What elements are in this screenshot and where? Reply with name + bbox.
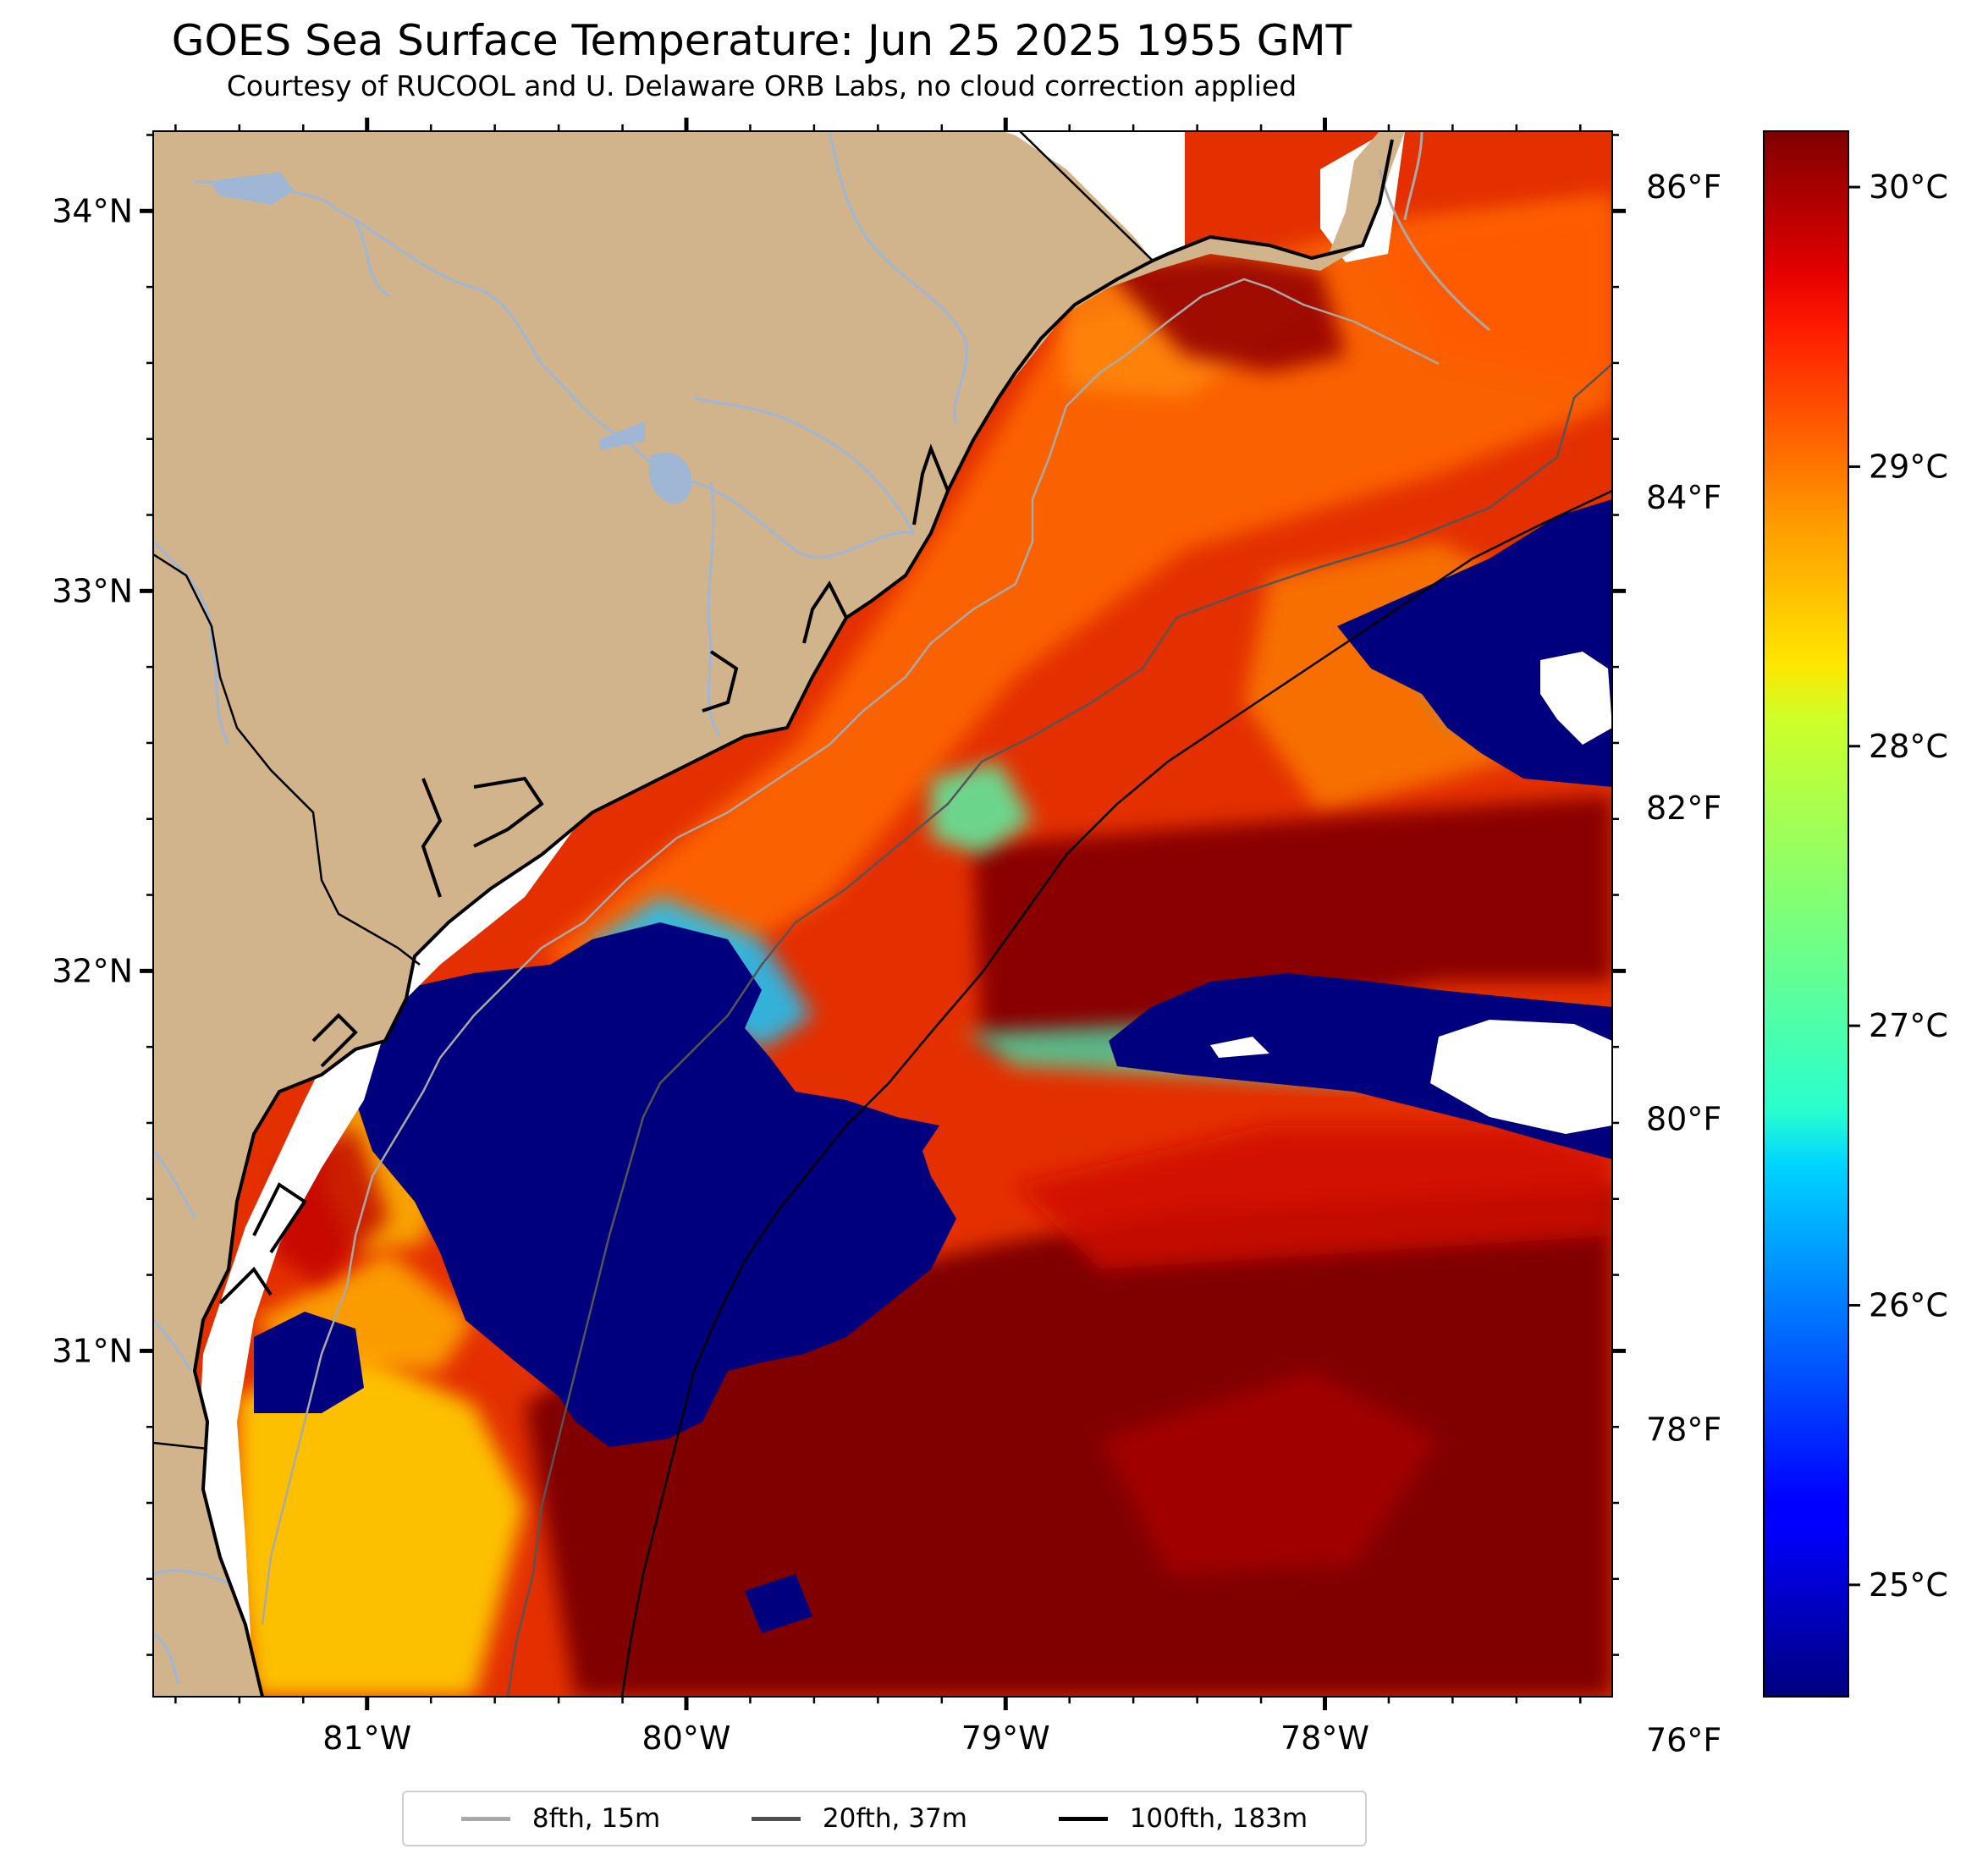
colorbar-labels: 30°C 29°C 28°C 27°C 26°C 25°C 86°F 84°F 82°F 80°F…	[1646, 168, 1948, 1758]
celsius-tick-label: 28°C	[1869, 728, 1948, 765]
celsius-tick-label: 27°C	[1869, 1007, 1948, 1044]
celsius-tick-label: 29°C	[1869, 448, 1948, 485]
legend-label-20fth: 20fth, 37m	[822, 1803, 967, 1834]
fahrenheit-tick-label: 76°F	[1646, 1721, 1721, 1758]
fahrenheit-tick-label: 84°F	[1646, 479, 1721, 516]
lat-tick-label: 31°N	[52, 1332, 133, 1369]
lon-tick-label: 79°W	[961, 1720, 1050, 1757]
fahrenheit-tick-label: 80°F	[1646, 1100, 1721, 1137]
contour-20fth	[506, 363, 1612, 1697]
celsius-tick-label: 25°C	[1869, 1566, 1948, 1604]
celsius-tick-label: 30°C	[1869, 168, 1948, 206]
lon-tick-label: 80°W	[642, 1720, 731, 1757]
map-panel	[153, 131, 1612, 1697]
lat-tick-label: 32°N	[52, 952, 133, 989]
legend-swatch-20fth	[751, 1816, 801, 1821]
legend-label-8fth: 8fth, 15m	[531, 1803, 661, 1834]
lon-tick-label: 81°W	[322, 1720, 411, 1757]
legend-item-100fth: 100fth, 183m	[1058, 1803, 1308, 1834]
contour-legend: 8fth, 15m 20fth, 37m 100fth, 183m	[402, 1791, 1367, 1846]
colorbar	[1763, 130, 1849, 1698]
fahrenheit-tick-label: 82°F	[1646, 790, 1721, 827]
lat-tick-label: 34°N	[52, 192, 133, 229]
lon-tick-label: 78°W	[1280, 1720, 1369, 1757]
lat-tick-label: 33°N	[52, 572, 133, 609]
map-title: GOES Sea Surface Temperature: Jun 25 202…	[171, 16, 1352, 65]
legend-item-8fth: 8fth, 15m	[460, 1803, 661, 1834]
fahrenheit-tick-label: 86°F	[1646, 168, 1721, 206]
bathymetry-contours	[261, 278, 1612, 1697]
celsius-tick-label: 26°C	[1869, 1287, 1948, 1324]
colorbar-ticks	[1848, 185, 1860, 1587]
map-frame	[152, 130, 1613, 1698]
legend-label-100fth: 100fth, 183m	[1129, 1803, 1308, 1834]
contour-100fth	[620, 489, 1612, 1697]
map-axis-labels: 34°N 33°N 32°N 31°N 81°W 80°W 79°W 78°W	[52, 192, 1369, 1757]
legend-swatch-8fth	[460, 1816, 510, 1821]
state-borders	[153, 131, 1154, 1450]
map-subtitle: Courtesy of RUCOOL and U. Delaware ORB L…	[226, 69, 1297, 102]
fahrenheit-tick-label: 78°F	[1646, 1411, 1721, 1448]
legend-item-20fth: 20fth, 37m	[751, 1803, 967, 1834]
land-mass	[153, 131, 1405, 1697]
map-axis-ticks	[140, 118, 1626, 1710]
contour-8fth	[261, 278, 1440, 1626]
coastline	[192, 139, 1394, 1697]
rivers-and-lakes	[153, 131, 1490, 1685]
legend-swatch-100fth	[1058, 1816, 1108, 1821]
